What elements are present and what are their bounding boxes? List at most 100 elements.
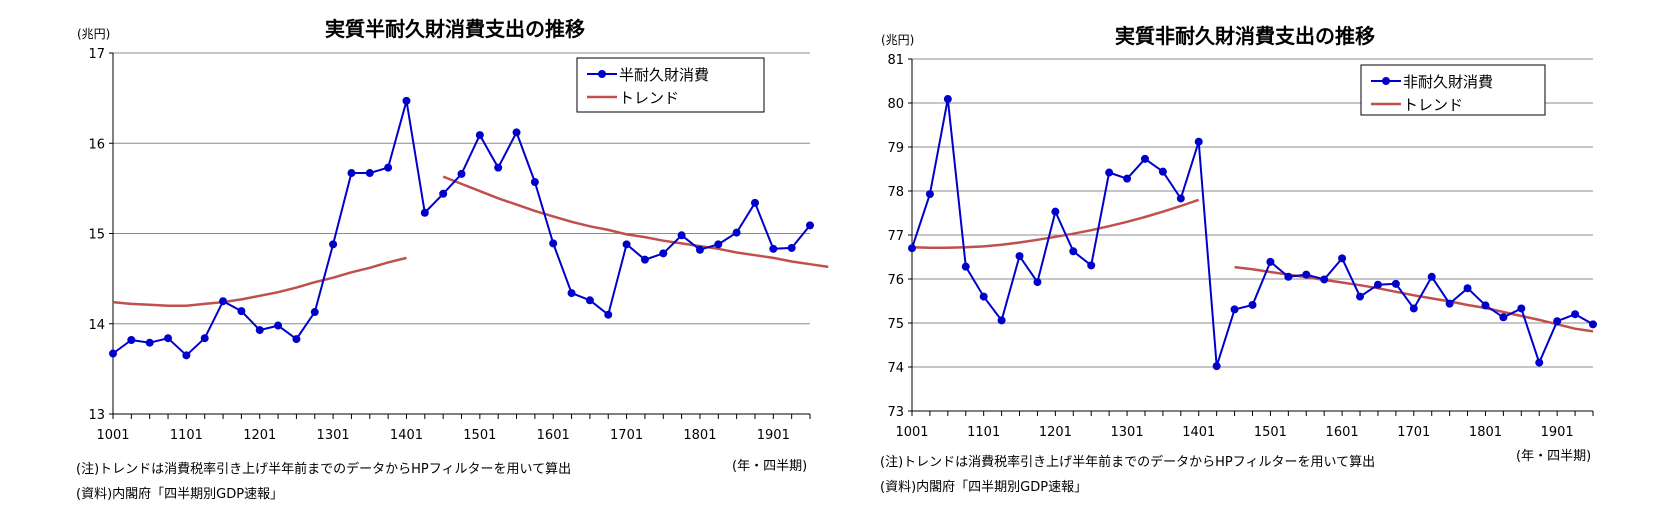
series-line <box>112 100 811 357</box>
y-tick-label: 77 <box>887 229 904 244</box>
data-point <box>310 308 319 317</box>
data-point <box>1051 207 1060 216</box>
x-tick-label: 1301 <box>1111 425 1144 440</box>
y-tick-label: 80 <box>887 97 904 112</box>
data-point <box>908 244 916 253</box>
data-point <box>677 231 686 240</box>
data-point <box>961 262 970 271</box>
data-point <box>1553 317 1562 326</box>
chart-source: (資料)内閣府「四半期別GDP速報」 <box>76 486 283 502</box>
data-point <box>530 178 539 187</box>
data-point <box>750 198 759 207</box>
chart-note: (注)トレンドは消費税率引き上げ半年前までのデータからHPフィルターを用いて算出 <box>76 461 571 477</box>
x-tick-label: 1701 <box>610 428 643 443</box>
x-tick-label: 1501 <box>463 428 496 443</box>
x-tick-label: 1401 <box>390 428 423 443</box>
data-point <box>1087 261 1096 270</box>
chart-title: 実質半耐久財消費支出の推移 <box>325 17 585 41</box>
data-point <box>1302 270 1311 279</box>
y-unit-label: (兆円) <box>77 27 110 41</box>
x-axis-label: (年・四半期) <box>732 459 807 474</box>
data-point <box>585 296 594 305</box>
data-point <box>1320 275 1329 284</box>
legend-box <box>1360 64 1546 116</box>
data-point <box>1266 257 1275 266</box>
data-point <box>109 349 117 358</box>
y-tick-label: 81 <box>887 53 904 68</box>
data-point <box>1499 313 1508 322</box>
data-point <box>943 95 952 104</box>
data-point <box>365 169 374 178</box>
data-point <box>439 189 448 198</box>
data-point <box>1015 252 1024 261</box>
y-tick-label: 75 <box>887 317 904 332</box>
trend-line <box>442 175 829 269</box>
data-point <box>714 240 723 249</box>
data-point <box>127 335 136 344</box>
data-point <box>732 228 741 237</box>
y-unit-label: (兆円) <box>881 33 914 47</box>
data-point <box>200 334 209 343</box>
data-point <box>695 245 704 254</box>
data-point <box>347 169 356 178</box>
data-point <box>164 334 173 343</box>
x-tick-label: 1501 <box>1254 425 1287 440</box>
x-tick-label: 1601 <box>1326 425 1359 440</box>
x-tick-label: 1001 <box>895 425 928 440</box>
legend-series-label: 非耐久財消費 <box>1403 73 1493 91</box>
y-tick-label: 73 <box>887 405 904 420</box>
y-tick-label: 78 <box>887 185 904 200</box>
legend-trend-label: トレンド <box>1403 96 1463 114</box>
data-point <box>622 240 631 249</box>
data-point <box>1409 304 1418 313</box>
x-tick-label: 1001 <box>96 428 129 443</box>
x-axis-label: (年・四半期) <box>1516 449 1591 464</box>
data-point <box>659 249 668 258</box>
data-point <box>1481 301 1490 310</box>
data-point <box>1589 320 1597 329</box>
chart-panel-1: 実質半耐久財消費支出の推移 (兆円) 13 14 15 16 17 1001 1101 1201 1… <box>76 17 829 502</box>
x-tick-label: 1101 <box>967 425 1000 440</box>
x-tick-label: 1901 <box>757 428 790 443</box>
y-tick-label: 14 <box>88 318 105 333</box>
y-tick-label: 76 <box>887 273 904 288</box>
data-point <box>1338 254 1347 263</box>
data-point <box>1427 272 1436 281</box>
chart-title: 実質非耐久財消費支出の推移 <box>1115 24 1375 48</box>
data-point <box>769 244 778 253</box>
y-tick-label: 74 <box>887 361 904 376</box>
data-point <box>1248 300 1257 309</box>
data-point <box>255 326 264 335</box>
data-point <box>457 169 466 178</box>
data-point <box>329 240 338 249</box>
x-tick-label: 1801 <box>683 428 716 443</box>
data-point <box>182 351 191 360</box>
data-point <box>1105 168 1114 177</box>
x-tick-label: 1401 <box>1182 425 1215 440</box>
x-tick-label: 1101 <box>170 428 203 443</box>
series-line <box>911 98 1594 367</box>
y-tick-label: 16 <box>88 137 105 152</box>
data-point <box>567 289 576 298</box>
legend-trend-label: トレンド <box>619 89 679 107</box>
data-point <box>292 335 301 344</box>
chart-source: (資料)内閣府「四半期別GDP速報」 <box>880 479 1087 495</box>
data-point <box>1445 299 1454 308</box>
data-point <box>1373 280 1382 289</box>
data-point <box>1069 247 1078 256</box>
trend-line <box>911 198 1200 250</box>
data-point <box>384 163 393 172</box>
data-point <box>640 255 649 264</box>
data-point <box>1356 292 1365 301</box>
data-point <box>806 221 814 230</box>
data-point <box>274 321 283 330</box>
x-tick-label: 1601 <box>537 428 570 443</box>
x-tick-label: 1901 <box>1541 425 1574 440</box>
data-point <box>145 338 154 347</box>
y-tick-label: 79 <box>887 141 904 156</box>
data-point <box>997 316 1006 325</box>
data-point <box>1230 305 1239 314</box>
